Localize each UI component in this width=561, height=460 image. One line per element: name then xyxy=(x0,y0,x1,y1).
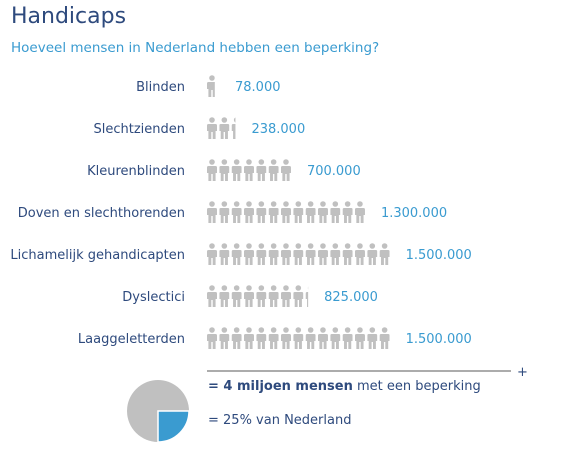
category-label: Dyslectici xyxy=(122,290,185,305)
chart-row: Lichamelijk gehandicapten 1.500.000 xyxy=(10,243,472,265)
person-icon xyxy=(268,201,279,223)
person-icon xyxy=(256,243,267,265)
value-label: 1.500.000 xyxy=(406,248,472,263)
person-icon xyxy=(367,243,378,265)
share-text: = 25% van Nederland xyxy=(208,413,351,428)
person-icon xyxy=(280,243,291,265)
person-icon xyxy=(243,159,254,181)
person-icon xyxy=(367,327,378,349)
person-icon xyxy=(207,201,217,223)
person-icon xyxy=(354,201,365,223)
person-icon xyxy=(342,243,353,265)
plus-sign: + xyxy=(517,365,528,380)
chart-row: Slechtzienden 238.000 xyxy=(93,117,305,139)
total-suffix: met een beperking xyxy=(353,379,481,394)
person-icon xyxy=(305,285,309,307)
person-icon xyxy=(379,327,390,349)
person-icon xyxy=(207,159,217,181)
person-icon xyxy=(231,159,242,181)
person-icon xyxy=(207,117,217,139)
person-icon xyxy=(280,285,291,307)
person-icon xyxy=(256,327,267,349)
person-icon xyxy=(243,201,254,223)
person-icon xyxy=(256,285,267,307)
person-icon xyxy=(231,117,236,139)
person-icon xyxy=(354,243,365,265)
chart-row: Kleurenblinden 700.000 xyxy=(87,159,361,181)
person-icon xyxy=(305,201,316,223)
person-icon xyxy=(305,243,316,265)
value-label: 825.000 xyxy=(324,290,378,305)
person-icon xyxy=(268,285,279,307)
person-icon xyxy=(231,327,242,349)
person-icon xyxy=(219,243,230,265)
category-label: Slechtzienden xyxy=(93,122,185,137)
category-label: Blinden xyxy=(136,80,185,95)
share-pie xyxy=(127,380,190,443)
value-label: 1.500.000 xyxy=(406,332,472,347)
category-label: Kleurenblinden xyxy=(87,164,185,179)
person-icon xyxy=(243,243,254,265)
person-icon xyxy=(243,285,254,307)
person-icon xyxy=(379,243,390,265)
person-icon xyxy=(342,201,353,223)
value-label: 1.300.000 xyxy=(381,206,447,221)
person-icon xyxy=(330,201,341,223)
chart-row: Blinden 78.000 xyxy=(136,75,281,97)
person-icon xyxy=(293,285,304,307)
person-icon xyxy=(317,327,328,349)
category-label: Lichamelijk gehandicapten xyxy=(10,248,185,263)
person-icon xyxy=(268,327,279,349)
person-icon xyxy=(305,327,316,349)
person-icon xyxy=(280,327,291,349)
chart-row: Laaggeletterden 1.500.000 xyxy=(78,327,472,349)
person-icon xyxy=(219,201,230,223)
person-icon xyxy=(280,159,291,181)
person-icon xyxy=(207,327,217,349)
total-prefix: = 4 miljoen mensen xyxy=(208,379,353,394)
chart-subtitle: Hoeveel mensen in Nederland hebben een b… xyxy=(11,40,380,56)
person-icon xyxy=(219,285,230,307)
person-icon xyxy=(256,159,267,181)
person-icon xyxy=(330,327,341,349)
value-label: 78.000 xyxy=(235,80,281,95)
person-icon xyxy=(293,327,304,349)
chart-title: Handicaps xyxy=(11,4,127,29)
pie-slice xyxy=(157,410,190,443)
person-icon xyxy=(317,243,328,265)
person-icon xyxy=(231,285,242,307)
person-icon xyxy=(330,243,341,265)
person-icon xyxy=(219,327,230,349)
person-icon xyxy=(317,201,328,223)
person-icon xyxy=(219,159,230,181)
person-icon xyxy=(231,201,242,223)
person-icon xyxy=(243,327,254,349)
chart-row: Dyslectici 825.000 xyxy=(122,285,378,307)
person-icon xyxy=(256,201,267,223)
person-icon xyxy=(280,201,291,223)
person-icon xyxy=(268,159,279,181)
person-icon xyxy=(342,327,353,349)
person-icon xyxy=(231,243,242,265)
category-label: Doven en slechthorenden xyxy=(18,206,185,221)
category-label: Laaggeletterden xyxy=(78,332,185,347)
person-icon xyxy=(354,327,365,349)
chart-row: Doven en slechthorenden 1.300.000 xyxy=(18,201,447,223)
person-icon xyxy=(207,75,215,97)
person-icon xyxy=(207,285,217,307)
total-text: = 4 miljoen mensen met een beperking xyxy=(208,379,481,394)
value-label: 238.000 xyxy=(251,122,305,137)
person-icon xyxy=(207,243,217,265)
person-icon xyxy=(219,117,230,139)
person-icon xyxy=(293,243,304,265)
value-label: 700.000 xyxy=(307,164,361,179)
person-icon xyxy=(293,201,304,223)
person-icon xyxy=(268,243,279,265)
